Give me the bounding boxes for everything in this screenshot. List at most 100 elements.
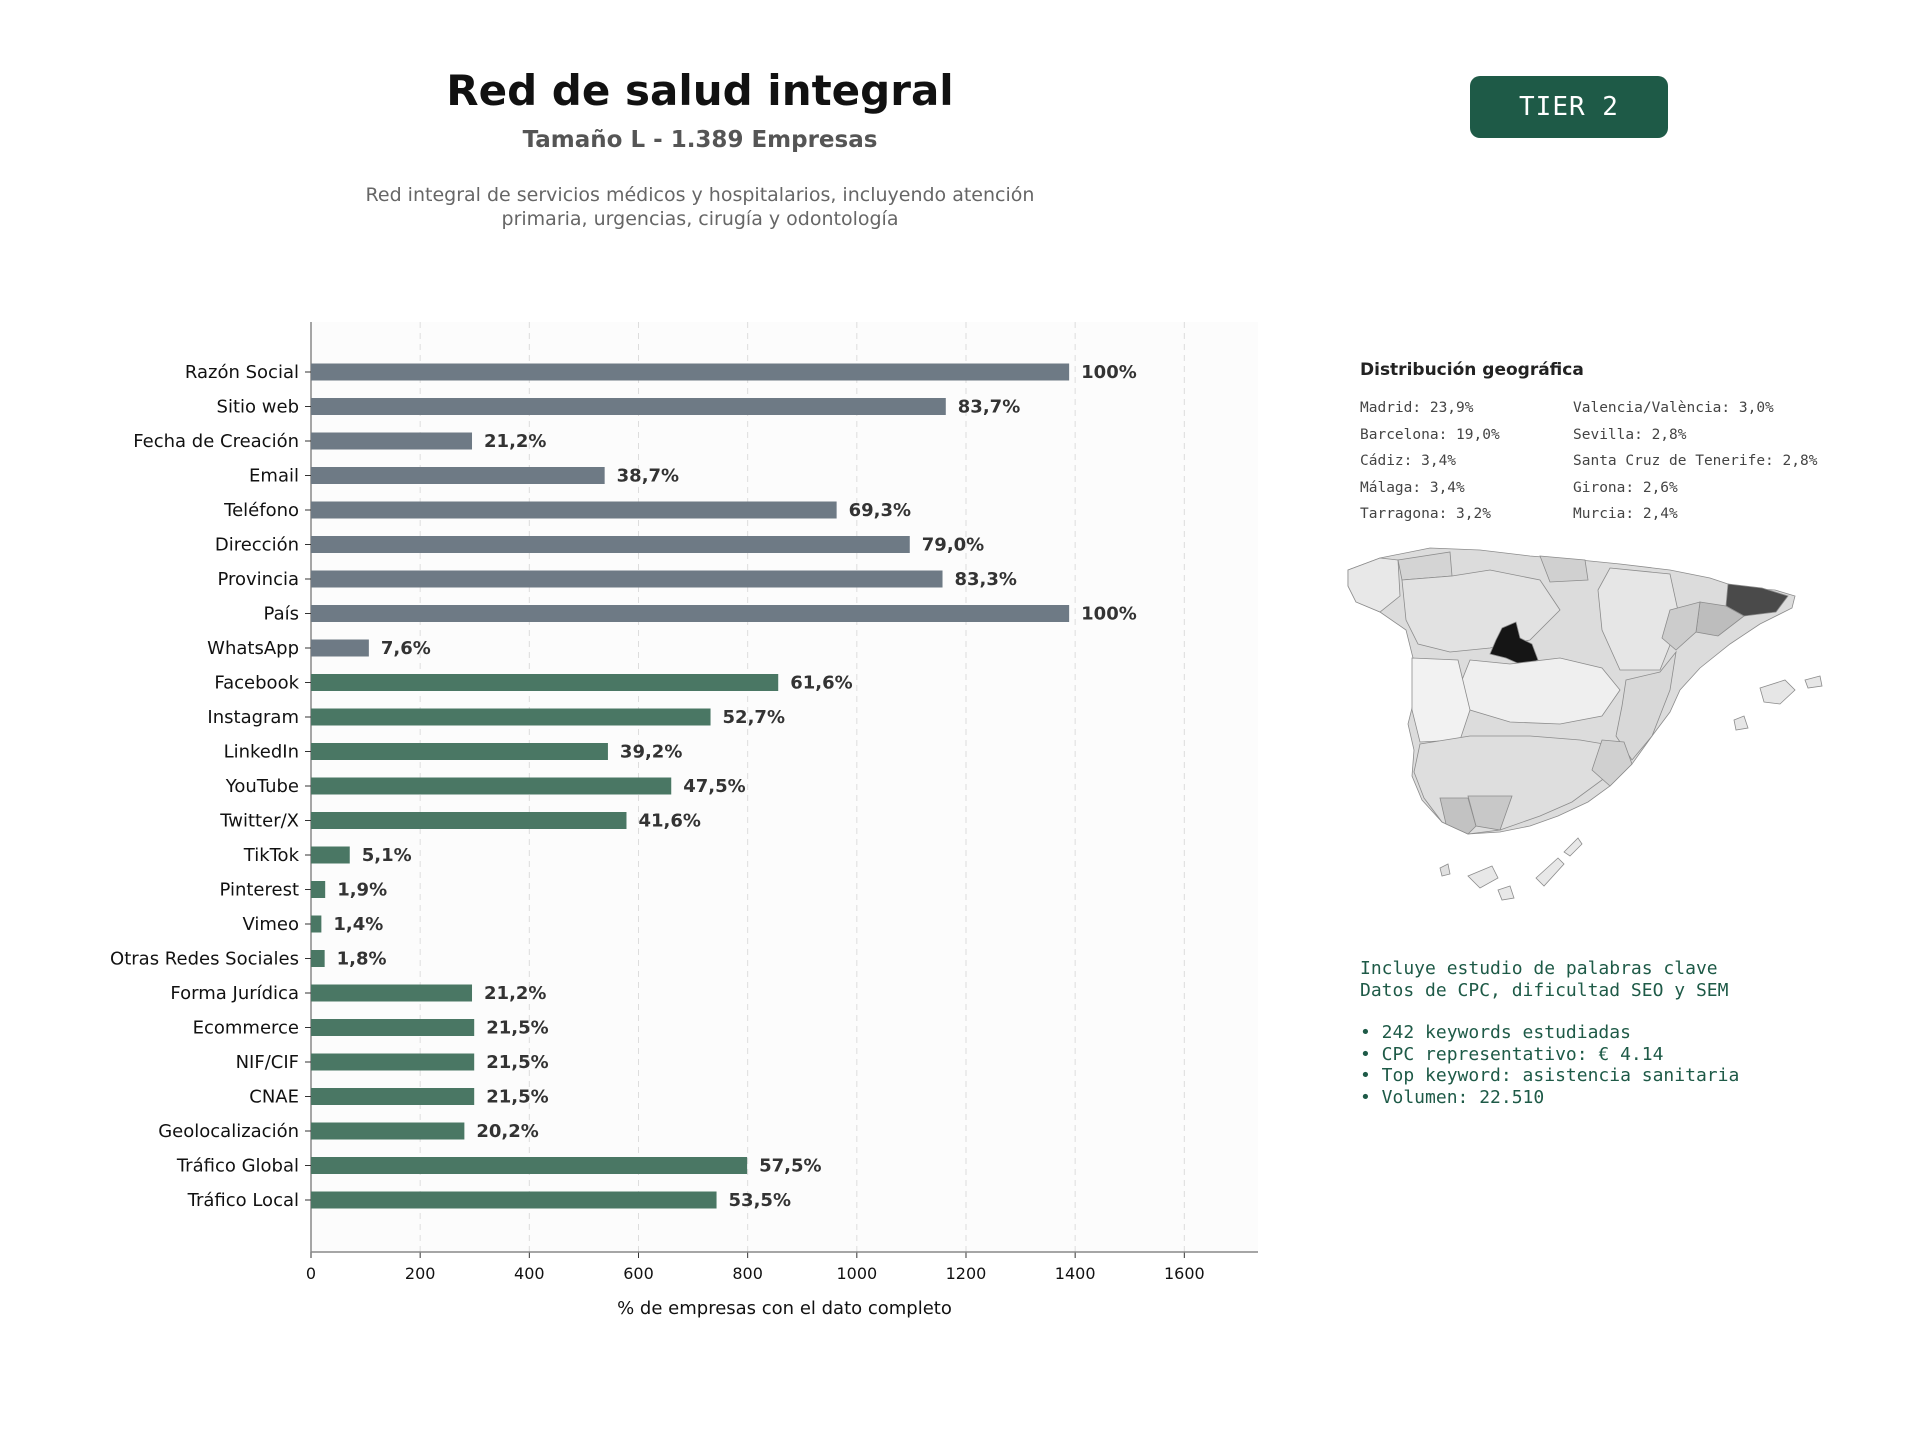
map-aragon (1597, 567, 1681, 671)
bar (311, 605, 1070, 622)
x-tick-label: 0 (306, 1264, 316, 1283)
category-label: Dirección (215, 535, 299, 556)
bar (311, 432, 473, 450)
bar (311, 984, 473, 1002)
bar (311, 708, 711, 726)
keywords-line-2: Datos de CPC, dificultad SEO y SEM (1360, 979, 1729, 1001)
data-label: 1,4% (333, 914, 383, 935)
page-title: Red de salud integral (446, 66, 954, 115)
map-murcia (1591, 739, 1633, 787)
bar-chart: 0 200 400 600 800 1000 1200 1400 1600 Razón Socia… (110, 322, 1258, 1319)
bar (311, 846, 350, 864)
x-tick-label: 200 (405, 1264, 436, 1283)
category-label: Tráfico Global (176, 1156, 299, 1177)
bar (311, 639, 369, 657)
bar (311, 536, 910, 553)
map-tarragona (1661, 601, 1701, 651)
data-label: 57,5% (759, 1156, 821, 1177)
data-label: 39,2% (620, 742, 682, 763)
map-fuerteventura (1535, 857, 1565, 887)
data-label: 21,5% (486, 1087, 548, 1108)
bar (311, 915, 322, 933)
geo-title: Distribución geográfica (1360, 360, 1584, 380)
data-label: 52,7% (723, 707, 785, 728)
map-mallorca (1759, 679, 1796, 705)
data-label: 5,1% (362, 845, 412, 866)
map-castilla-mancha (1457, 657, 1621, 725)
description-line-2: primaria, urgencias, cirugía y odontolog… (501, 208, 899, 230)
data-label: 21,2% (484, 983, 546, 1004)
x-tick-label: 1200 (946, 1264, 987, 1283)
geo-item: Málaga: 3,4% (1360, 479, 1465, 496)
map-cadiz (1439, 797, 1477, 835)
geo-item: Barcelona: 19,0% (1360, 426, 1500, 443)
bar (311, 1053, 475, 1071)
x-axis-label: % de empresas con el dato completo (617, 1298, 952, 1319)
keyword-bullet: • 242 keywords estudiadas (1360, 1022, 1631, 1043)
geo-item: Madrid: 23,9% (1360, 400, 1474, 416)
category-label: Provincia (217, 569, 299, 590)
data-label: 20,2% (476, 1121, 538, 1142)
bar (311, 570, 943, 588)
map-lanzarote (1563, 837, 1583, 857)
x-tick-label: 400 (514, 1264, 545, 1283)
keyword-bullet: • Top keyword: asistencia sanitaria (1360, 1065, 1740, 1086)
category-label: Teléfono (223, 500, 299, 521)
keyword-bullet: • Volumen: 22.510 (1360, 1086, 1545, 1108)
category-label: TikTok (243, 845, 300, 866)
x-tick-label: 800 (732, 1264, 763, 1283)
keywords-line-1: Incluye estudio de palabras clave (1360, 958, 1718, 979)
category-label: Otras Redes Sociales (110, 949, 299, 970)
category-label: NIF/CIF (236, 1052, 299, 1073)
category-label: Instagram (207, 707, 299, 728)
map-basque (1539, 555, 1589, 583)
category-label: País (264, 604, 299, 625)
bar (311, 1191, 717, 1209)
category-label: Sitio web (217, 397, 299, 418)
header: Red de salud integral Tamaño L - 1.389 E… (300, 60, 1100, 231)
category-label: Facebook (214, 673, 299, 694)
bar (311, 501, 837, 519)
geo-item: Santa Cruz de Tenerife: 2,8% (1573, 453, 1818, 469)
bar (311, 881, 326, 898)
map-castilla-leon (1401, 569, 1561, 653)
bar (311, 950, 325, 967)
bar (311, 743, 608, 760)
bar (311, 363, 1070, 381)
category-label: CNAE (249, 1087, 299, 1108)
bar (311, 1019, 475, 1036)
map-gran-canaria (1497, 885, 1515, 901)
map-ibiza (1733, 715, 1749, 731)
x-tick-label: 600 (623, 1264, 654, 1283)
page-description: Red integral de servicios médicos y hosp… (300, 183, 1100, 231)
geo-list-right: Valencia/València: 3,0% Sevilla: 2,8% Sa… (1573, 395, 1817, 528)
category-label: Geolocalización (158, 1121, 299, 1142)
data-label: 79,0% (922, 535, 984, 556)
bar (311, 1122, 465, 1140)
data-label: 83,7% (958, 397, 1020, 418)
map-valencia (1615, 650, 1677, 761)
map-menorca (1804, 675, 1823, 689)
bar (311, 1088, 475, 1105)
data-label: 83,3% (955, 569, 1017, 590)
map-andalucia (1413, 735, 1617, 835)
map-galicia (1347, 557, 1401, 613)
bar (311, 467, 605, 484)
map-canarias-west (1439, 863, 1451, 877)
bar (311, 777, 672, 795)
bar (311, 674, 779, 691)
tier-badge: TIER 2 (1470, 76, 1668, 138)
data-label: 21,5% (486, 1052, 548, 1073)
data-label: 7,6% (381, 638, 431, 659)
map-tenerife (1467, 865, 1499, 889)
x-tick-label: 1600 (1164, 1264, 1205, 1283)
data-label: 100% (1081, 362, 1137, 383)
x-tick-label: 1000 (836, 1264, 877, 1283)
data-label: 47,5% (683, 776, 745, 797)
geo-item: Girona: 2,6% (1573, 479, 1678, 496)
geo-item: Sevilla: 2,8% (1573, 426, 1687, 443)
bar (311, 398, 946, 415)
category-label: Pinterest (219, 880, 299, 901)
data-label: 1,8% (337, 949, 387, 970)
keyword-bullet: • CPC representativo: € 4.14 (1360, 1043, 1664, 1065)
